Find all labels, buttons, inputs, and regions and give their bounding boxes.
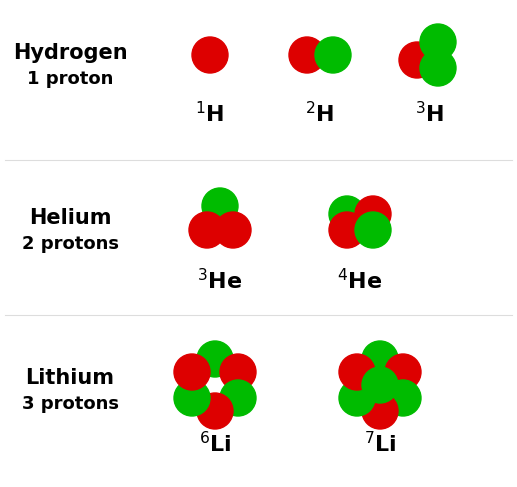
Circle shape [362,341,398,377]
Circle shape [174,380,210,416]
Circle shape [385,354,421,390]
Circle shape [339,354,375,390]
Circle shape [189,212,225,248]
Text: $^{3}$He: $^{3}$He [197,268,242,293]
Circle shape [315,37,351,73]
Text: $^{6}$Li: $^{6}$Li [199,431,231,456]
Circle shape [192,37,228,73]
Text: $^{7}$Li: $^{7}$Li [363,431,397,456]
Circle shape [362,367,398,403]
Circle shape [339,380,375,416]
Circle shape [202,188,238,224]
Circle shape [215,212,251,248]
Text: Lithium: Lithium [25,368,114,388]
Circle shape [420,24,456,60]
Circle shape [362,393,398,429]
Circle shape [197,341,233,377]
Circle shape [355,196,391,232]
Text: Helium: Helium [29,208,111,228]
Circle shape [220,380,256,416]
Circle shape [289,37,325,73]
Circle shape [329,212,365,248]
Text: $^{3}$H: $^{3}$H [415,101,445,126]
Text: 1 proton: 1 proton [27,70,113,88]
Circle shape [220,354,256,390]
Text: Hydrogen: Hydrogen [13,43,127,63]
Text: 2 protons: 2 protons [22,235,118,253]
Circle shape [385,380,421,416]
Text: $^{4}$He: $^{4}$He [337,268,383,293]
Text: 3 protons: 3 protons [22,395,118,413]
Text: $^{2}$H: $^{2}$H [306,101,334,126]
Circle shape [420,50,456,86]
Circle shape [329,196,365,232]
Circle shape [355,212,391,248]
Circle shape [197,393,233,429]
Circle shape [174,354,210,390]
Circle shape [399,42,435,78]
Text: $^{1}$H: $^{1}$H [195,101,224,126]
